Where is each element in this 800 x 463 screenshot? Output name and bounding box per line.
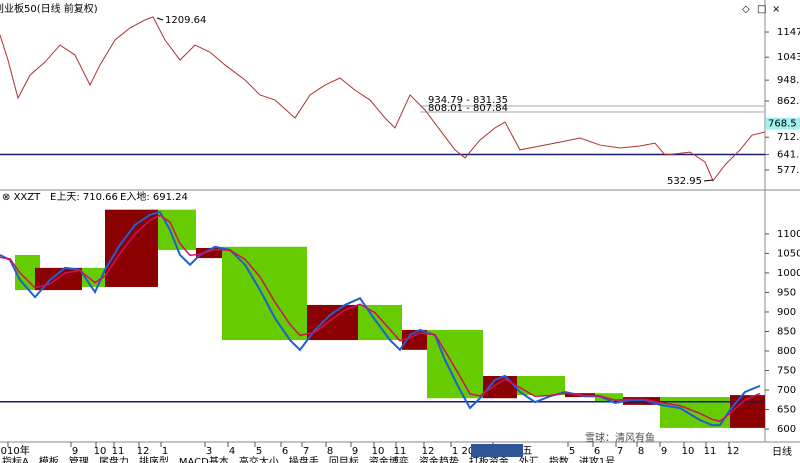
y-tick-label: 750 — [777, 366, 796, 377]
signal-block — [307, 304, 358, 341]
x-tick-label: 11 — [704, 446, 717, 457]
y-tick-label: 862.0 — [777, 96, 800, 107]
y-tick-label: 950 — [777, 287, 796, 298]
tab[interactable]: 管理 — [69, 455, 89, 463]
signal-block — [427, 329, 483, 399]
x-tick-label: 2010年 — [0, 444, 30, 457]
tab[interactable]: 指标A — [2, 455, 29, 463]
period-tab[interactable]: 日线 — [772, 445, 792, 458]
x-tick-label: 6 — [594, 446, 600, 457]
legend-entry: E入地: 691.24 — [120, 190, 188, 203]
x-tick-label: 12 — [137, 446, 150, 457]
x-tick-label: 12 — [727, 446, 740, 457]
last-price-label: 768.5 — [768, 119, 797, 130]
panel-title: ⊗ XXZT — [2, 192, 41, 203]
x-tick-label: 8 — [327, 446, 333, 457]
x-tick-label: 5 — [569, 446, 575, 457]
x-tick-label: 9 — [72, 446, 78, 457]
signal-block — [730, 395, 765, 428]
x-tick-label: 10 — [682, 446, 695, 457]
y-tick-label: 650 — [777, 405, 796, 416]
x-tick-label: 10 — [372, 446, 385, 457]
tab[interactable]: 高交大小 — [239, 455, 279, 463]
legend-entry: E上天: 710.66 — [50, 191, 118, 203]
tab[interactable]: 回目标 — [329, 456, 359, 463]
annotation: 1209.64 — [165, 15, 206, 26]
x-tick-label: 1 — [452, 446, 458, 457]
y-tick-label: 1050 — [777, 248, 800, 259]
annotation-arrow — [703, 179, 714, 182]
x-tick-label: 4 — [229, 446, 235, 457]
tab[interactable]: 资金博弈 — [369, 455, 409, 463]
x-tick-label: 8 — [638, 446, 644, 457]
tab[interactable]: 外汇 — [519, 455, 539, 463]
x-tick-label: 11 — [112, 446, 125, 457]
signal-block — [105, 209, 158, 287]
tab[interactable]: 指数 — [549, 455, 569, 463]
signal-block — [402, 329, 427, 350]
x-tick-label: 5 — [256, 446, 262, 457]
y-tick-label: 1147 — [777, 27, 800, 38]
indicator-name: XXZT — [14, 192, 42, 203]
price-line — [0, 16, 766, 182]
y-tick-label: 577.1 — [777, 165, 800, 176]
x-tick-label: 10 — [94, 446, 107, 457]
indicator-line — [0, 210, 761, 427]
icon[interactable]: ◇ — [742, 4, 750, 15]
annotation: 934.79 - 831.35 — [428, 95, 508, 106]
signal-block — [196, 247, 222, 259]
tab[interactable]: 模板 — [39, 455, 59, 463]
x-tick-label: 11 — [394, 446, 407, 457]
x-tick-label: 7 — [303, 446, 309, 457]
icon[interactable]: □ — [757, 4, 766, 15]
y-tick-label: 1100 — [777, 229, 800, 240]
chart-title: 创业板50(日线 前复权) — [0, 2, 98, 15]
tab[interactable]: 排序型 — [139, 455, 169, 463]
tab[interactable]: 资金趋势 — [419, 455, 459, 463]
tab[interactable]: 打板资金 — [469, 455, 509, 463]
x-tick-label: 12 — [422, 446, 435, 457]
x-tick-label: 7 — [617, 446, 623, 457]
signal-block — [595, 393, 623, 403]
y-tick-label: 850 — [777, 326, 796, 337]
y-tick-label: 1043 — [777, 52, 800, 63]
tab[interactable]: 进攻1号 — [579, 455, 615, 463]
tab-bar: 指标A 模板 管理 尾盘力 排序型 MACD基本 高交大小 操盘手 回目标 资金博弈 资金趋势 打板资… — [2, 455, 615, 463]
watermark: 雪球：清风有鱼 — [585, 431, 655, 444]
y-tick-label: 948.2 — [777, 75, 800, 86]
tab[interactable]: 操盘手 — [289, 455, 319, 463]
signal-block — [158, 209, 196, 250]
signal-block — [517, 375, 565, 396]
last-price-box — [766, 117, 800, 130]
cursor-date-box — [471, 444, 523, 457]
tab[interactable]: 尾盘力 — [99, 455, 129, 463]
y-tick-label: 700 — [777, 385, 796, 396]
y-tick-label: 900 — [777, 307, 796, 318]
x-tick-label: 3 — [206, 446, 212, 457]
y-tick-label: 641.2 — [777, 149, 800, 160]
close-icon[interactable]: × — [772, 4, 780, 15]
y-tick-label: 600 — [777, 424, 796, 435]
x-tick-label: 6 — [282, 446, 288, 457]
annotation: 808.01 - 807.84 — [428, 103, 508, 114]
signal-block — [222, 246, 307, 341]
annotation: 532.95 — [667, 176, 702, 187]
x-tick-label: 9 — [352, 446, 358, 457]
annotation-arrow — [156, 17, 164, 21]
x-tick-label: 9 — [661, 446, 667, 457]
y-tick-label: 1000 — [777, 268, 800, 279]
indicator-line — [0, 214, 761, 423]
tab[interactable]: MACD基本 — [179, 455, 229, 463]
y-tick-label: 712.4 — [777, 132, 800, 143]
y-tick-label: 800 — [777, 346, 796, 357]
x-tick-label: 1 — [162, 446, 168, 457]
